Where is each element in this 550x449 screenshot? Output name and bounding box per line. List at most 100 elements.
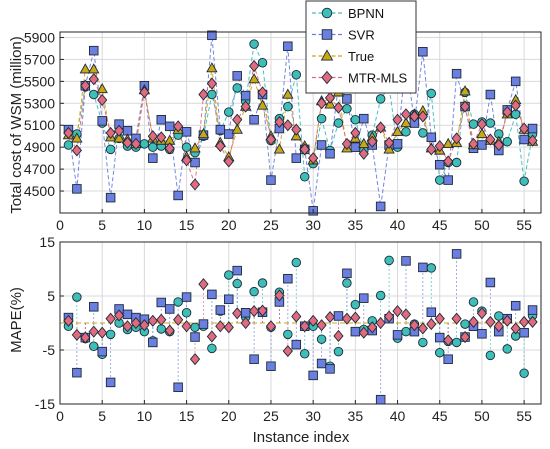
bottom-point-svr: [291, 339, 302, 350]
bottom-point-mtr-mls: [350, 311, 361, 324]
bottom-point-mtr-mls: [113, 309, 125, 322]
bottom-axes-frame: [59, 241, 542, 405]
bottom-point-bpnn: [105, 329, 116, 340]
bottom-point-mtr-mls: [316, 319, 327, 332]
bottom-point-bpnn: [283, 329, 293, 340]
bottom-point-mtr-mls: [527, 315, 538, 328]
bottom-point-bpnn: [207, 343, 217, 354]
bottom-point-mtr-mls: [206, 330, 217, 343]
top-point-svr: [105, 192, 116, 203]
bottom-point-svr: [72, 367, 82, 378]
bottom-x-axis-label: Instance index: [253, 429, 350, 446]
bottom-point-bpnn: [460, 319, 470, 329]
top-point-mtr-mls: [215, 140, 226, 153]
bottom-point-bpnn: [156, 324, 167, 334]
top-point-svr: [350, 142, 361, 152]
bottom-point-mtr-mls: [257, 304, 268, 317]
bottom-x-tick-label: 25: [263, 408, 279, 424]
bottom-x-tick-label: 0: [56, 408, 64, 424]
top-point-mtr-mls: [88, 73, 99, 86]
legend-marker-mtr-mls: [321, 70, 333, 85]
top-point-mtr-mls: [189, 178, 201, 191]
top-x-tick-label: 0: [56, 217, 64, 233]
bottom-point-svr: [359, 293, 369, 303]
bottom-point-mtr-mls: [265, 320, 277, 333]
bottom-point-mtr-mls: [80, 331, 91, 344]
top-point-mtr-mls: [434, 140, 445, 153]
top-point-bpnn: [434, 175, 445, 185]
top-point-bpnn: [207, 89, 217, 100]
top-point-svr: [291, 153, 302, 163]
top-point-svr: [418, 46, 428, 57]
bottom-point-mtr-mls: [156, 313, 167, 326]
bottom-point-mtr-mls: [88, 325, 99, 338]
top-point-bpnn: [105, 144, 116, 155]
top-point-bpnn: [139, 139, 150, 149]
top-point-mtr-mls: [164, 142, 175, 155]
bottom-point-bpnn: [89, 341, 99, 351]
top-point-mtr-mls: [502, 106, 513, 119]
bottom-x-tick-label: 10: [137, 408, 153, 424]
bottom-point-bpnn: [519, 368, 529, 378]
top-point-mtr-mls: [476, 118, 488, 131]
legend-label-true: True: [348, 49, 374, 64]
top-point-svr: [283, 41, 293, 52]
bottom-point-bpnn: [173, 297, 183, 307]
top-x-tick-label: 40: [390, 217, 406, 233]
bottom-point-svr: [224, 294, 234, 304]
top-point-mtr-mls: [485, 133, 496, 146]
top-point-svr: [72, 184, 82, 194]
top-point-mtr-mls: [409, 110, 420, 123]
top-point-true: [189, 142, 201, 153]
bottom-point-mtr-mls: [63, 314, 74, 327]
bottom-point-mtr-mls: [367, 321, 378, 334]
top-point-true: [400, 116, 412, 128]
bottom-x-tick-label: 45: [432, 408, 448, 424]
bottom-point-svr: [240, 307, 251, 318]
top-point-mtr-mls: [443, 155, 454, 168]
bottom-point-mtr-mls: [291, 310, 302, 323]
bottom-point-svr: [148, 337, 158, 348]
top-point-mtr-mls: [333, 101, 344, 114]
top-point-mtr-mls: [257, 86, 268, 99]
top-point-mtr-mls: [80, 79, 91, 92]
bottom-point-mtr-mls: [400, 308, 412, 321]
bottom-point-bpnn: [468, 297, 479, 307]
top-point-svr: [443, 175, 453, 185]
bottom-point-svr: [426, 307, 437, 317]
top-point-svr: [173, 190, 183, 201]
bottom-point-svr: [266, 361, 276, 371]
bottom-point-mtr-mls: [324, 310, 336, 324]
bottom-point-bpnn: [181, 307, 192, 318]
top-y-tick-label: 4900: [24, 139, 55, 155]
top-point-bpnn: [502, 136, 512, 147]
top-point-mtr-mls: [63, 126, 74, 139]
top-point-svr: [249, 115, 259, 125]
bottom-point-svr: [156, 297, 167, 308]
bottom-y-tick-label: 5: [47, 288, 55, 304]
bottom-point-bpnn: [316, 334, 327, 344]
top-point-mtr-mls: [527, 134, 538, 147]
top-point-svr: [375, 201, 386, 212]
bottom-point-svr: [215, 305, 226, 315]
top-point-svr: [156, 115, 167, 125]
top-point-bpnn: [257, 57, 268, 68]
top-point-true: [79, 63, 92, 74]
top-point-svr: [266, 175, 276, 185]
top-point-svr: [451, 68, 462, 79]
top-point-bpnn: [181, 142, 192, 152]
top-point-mtr-mls: [240, 100, 251, 113]
bottom-point-mtr-mls: [308, 314, 319, 327]
bottom-point-svr: [316, 358, 327, 369]
bottom-point-bpnn: [418, 337, 428, 348]
top-point-mtr-mls: [181, 154, 192, 167]
bottom-point-bpnn: [434, 347, 445, 358]
top-point-mtr-mls: [519, 122, 530, 135]
top-point-svr: [359, 113, 369, 124]
bottom-point-svr: [443, 354, 453, 364]
legend-marker-true: [320, 49, 334, 61]
bottom-point-mtr-mls: [409, 319, 420, 332]
bottom-point-mtr-mls: [443, 334, 454, 347]
bottom-point-svr: [198, 319, 209, 329]
top-point-svr: [215, 124, 226, 135]
